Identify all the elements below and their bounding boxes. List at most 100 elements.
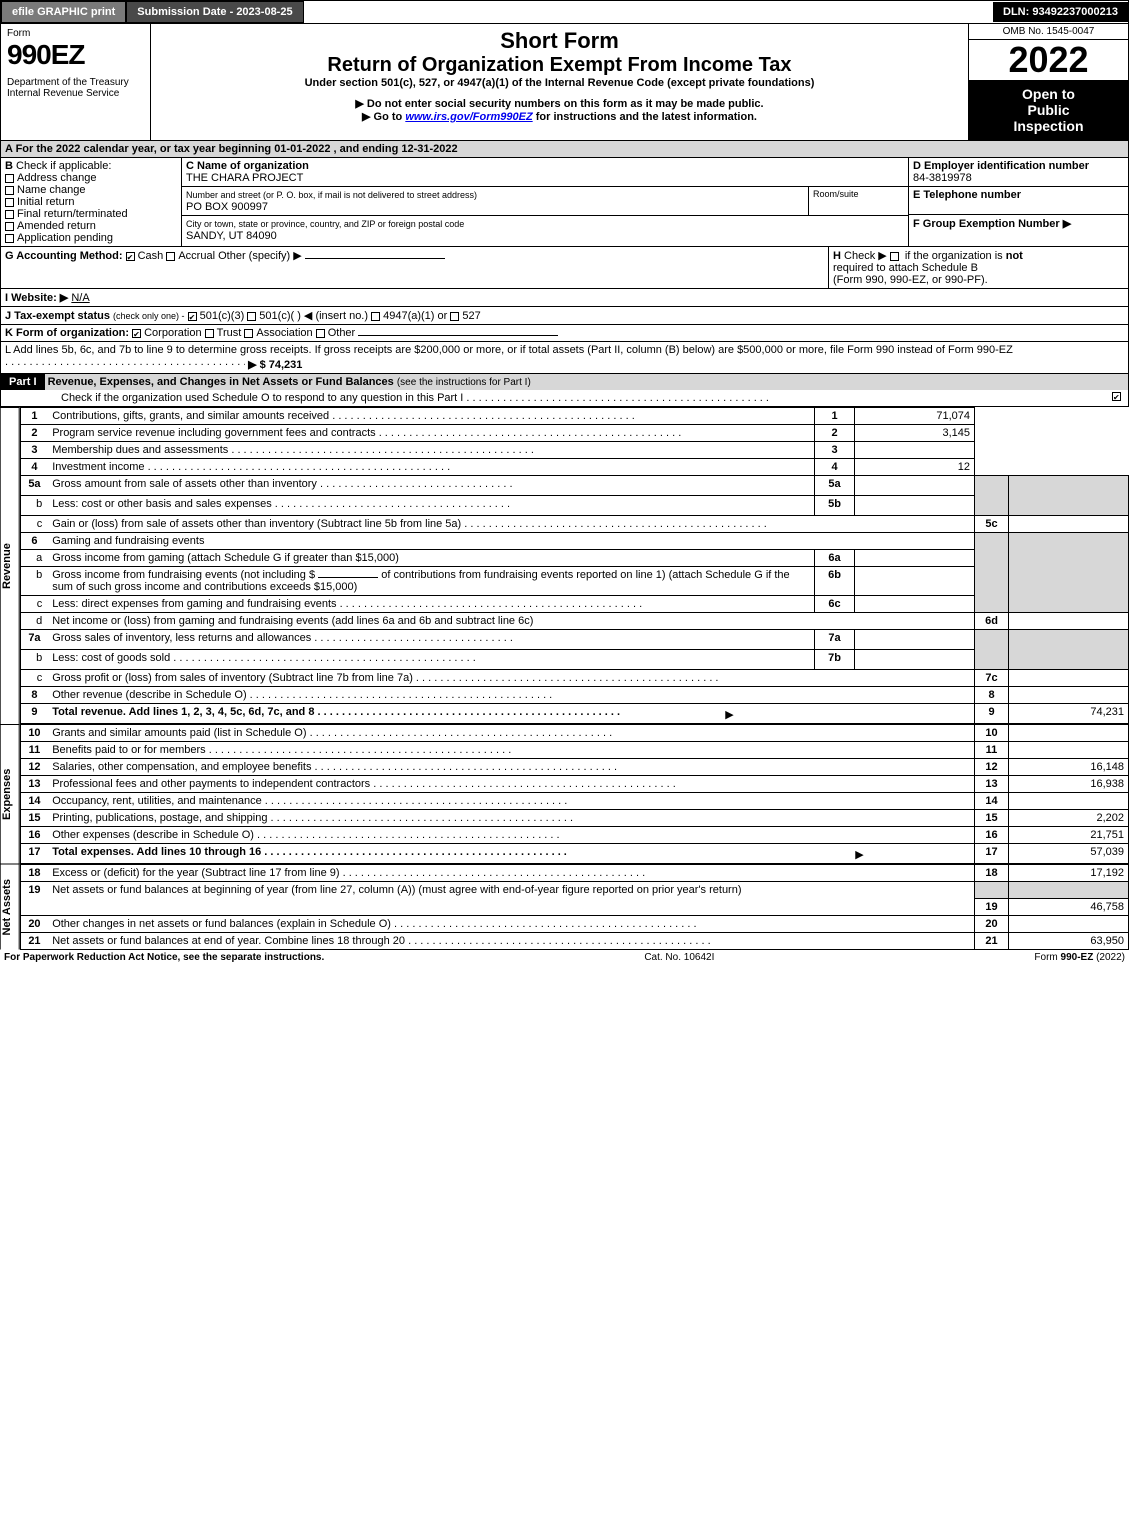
checkbox-501c[interactable]: [247, 312, 256, 321]
line-6a-text: Gross income from gaming (attach Schedul…: [48, 550, 814, 567]
c-street-block: Number and street (or P. O. box, if mail…: [182, 187, 908, 216]
form-header-left: Form 990EZ Department of the Treasury In…: [1, 24, 151, 140]
footer-catno: Cat. No. 10642I: [324, 952, 1034, 963]
line-5a: 5aGross amount from sale of assets other…: [20, 476, 1128, 496]
line-13: 13Professional fees and other payments t…: [20, 776, 1128, 793]
e-label: E Telephone number: [913, 189, 1021, 201]
line-11-text: Benefits paid to or for members: [48, 742, 974, 759]
checkbox-name-change[interactable]: [5, 186, 14, 195]
irs-link[interactable]: www.irs.gov/Form990EZ: [405, 111, 532, 123]
k-assoc: Association: [256, 327, 312, 339]
checkbox-527[interactable]: [450, 312, 459, 321]
d-ein: 84-3819978: [913, 172, 972, 184]
line-7c-ln: 7c: [975, 670, 1009, 687]
checkbox-initial-return[interactable]: [5, 198, 14, 207]
line-7b-shade-val: [1009, 650, 1129, 670]
checkbox-address-change[interactable]: [5, 174, 14, 183]
section-h: H Check ▶ if the organization is not req…: [828, 247, 1128, 288]
line-9-val: 74,231: [1009, 704, 1129, 724]
line-20-val: [1009, 915, 1129, 932]
line-14-val: [1009, 793, 1129, 810]
line-3-val: [855, 442, 975, 459]
footer-right-post: (2022): [1093, 952, 1125, 963]
footer-right-pre: Form: [1034, 952, 1060, 963]
line-1-text: Contributions, gifts, grants, and simila…: [48, 408, 814, 425]
efile-button[interactable]: efile GRAPHIC print: [1, 1, 126, 23]
opt-address-change: Address change: [17, 172, 97, 184]
checkbox-accrual[interactable]: [166, 252, 175, 261]
line-6a: aGross income from gaming (attach Schedu…: [20, 550, 1128, 567]
d-block: D Employer identification number 84-3819…: [909, 158, 1128, 187]
submission-date-button[interactable]: Submission Date - 2023-08-25: [126, 1, 303, 23]
line-3-ln: 3: [815, 442, 855, 459]
line-9: 9Total revenue. Add lines 1, 2, 3, 4, 5c…: [20, 704, 1128, 724]
checkbox-application-pending[interactable]: [5, 234, 14, 243]
checkbox-schedule-o[interactable]: [1112, 392, 1121, 401]
b-head: B: [5, 160, 13, 172]
c-name-block: C Name of organization THE CHARA PROJECT: [182, 158, 908, 187]
checkbox-other-org[interactable]: [316, 329, 325, 338]
footer-left: For Paperwork Reduction Act Notice, see …: [4, 952, 324, 963]
line-7b: bLess: cost of goods sold7b: [20, 650, 1128, 670]
open-2: Public: [975, 102, 1122, 118]
g-other-line: [305, 258, 445, 259]
line-14-no: 14: [20, 793, 48, 810]
checkbox-trust[interactable]: [205, 329, 214, 338]
line-19-no: 19: [20, 882, 48, 899]
line-9-ln: 9: [975, 704, 1009, 724]
line-7b-no: b: [20, 650, 48, 670]
line-2-ln: 2: [815, 425, 855, 442]
checkbox-h[interactable]: [890, 252, 899, 261]
k-trust: Trust: [217, 327, 242, 339]
g-other: Other (specify) ▶: [218, 250, 302, 262]
lines-container: Revenue 1Contributions, gifts, grants, a…: [0, 407, 1129, 724]
line-5b-sv: [855, 496, 975, 516]
section-def: D Employer identification number 84-3819…: [908, 158, 1128, 246]
checkbox-final-return[interactable]: [5, 210, 14, 219]
checkbox-cash[interactable]: [126, 252, 135, 261]
line-5a-text: Gross amount from sale of assets other t…: [52, 478, 512, 490]
open-public-inspection: Open to Public Inspection: [969, 80, 1128, 140]
section-k: K Form of organization: Corporation Trus…: [0, 325, 1129, 342]
line-21-val: 63,950: [1009, 932, 1129, 949]
checkbox-501c3[interactable]: [188, 312, 197, 321]
j-label: J Tax-exempt status: [5, 310, 110, 322]
e-block: E Telephone number: [909, 187, 1128, 215]
line-6c-sv: [855, 596, 975, 613]
form-header: Form 990EZ Department of the Treasury In…: [0, 24, 1129, 141]
line-7a: 7aGross sales of inventory, less returns…: [20, 630, 1128, 650]
line-5b-text: Less: cost or other basis and sales expe…: [52, 498, 512, 510]
line-11-ln: 11: [975, 742, 1009, 759]
line-8-val: [1009, 687, 1129, 704]
revenue-table: 1Contributions, gifts, grants, and simil…: [20, 407, 1129, 724]
line-3-no: 3: [20, 442, 48, 459]
c-room-lbl: Room/suite: [808, 187, 908, 215]
goto-pre: ▶ Go to: [362, 111, 405, 123]
line-5a-wrap: Gross amount from sale of assets other t…: [48, 476, 814, 496]
line-7c: cGross profit or (loss) from sales of in…: [20, 670, 1128, 687]
line-15-val: 2,202: [1009, 810, 1129, 827]
line-1: 1Contributions, gifts, grants, and simil…: [20, 408, 1128, 425]
line-4-text: Investment income: [48, 459, 814, 476]
title-short-form: Short Form: [157, 28, 962, 54]
line-6c-sb: 6c: [815, 596, 855, 613]
checkbox-corporation[interactable]: [132, 329, 141, 338]
part-i-sub: Check if the organization used Schedule …: [61, 392, 1106, 404]
checkbox-4947[interactable]: [371, 312, 380, 321]
checkbox-association[interactable]: [244, 329, 253, 338]
line-4-no: 4: [20, 459, 48, 476]
line-6a-sb: 6a: [815, 550, 855, 567]
line-5b-wrap: Less: cost or other basis and sales expe…: [48, 496, 814, 516]
i-website: N/A: [71, 292, 89, 304]
form-word: Form: [7, 28, 144, 39]
j-501c: 501(c)( ): [259, 310, 301, 322]
checkbox-amended-return[interactable]: [5, 222, 14, 231]
opt-amended-return: Amended return: [17, 220, 96, 232]
c-label: C Name of organization: [186, 160, 309, 172]
line-5c-ln: 5c: [975, 516, 1009, 533]
j-527: 527: [462, 310, 480, 322]
opt-final-return: Final return/terminated: [17, 208, 128, 220]
opt-application-pending: Application pending: [17, 232, 113, 244]
line-5a-sv: [855, 476, 975, 496]
line-6c-no: c: [20, 596, 48, 613]
